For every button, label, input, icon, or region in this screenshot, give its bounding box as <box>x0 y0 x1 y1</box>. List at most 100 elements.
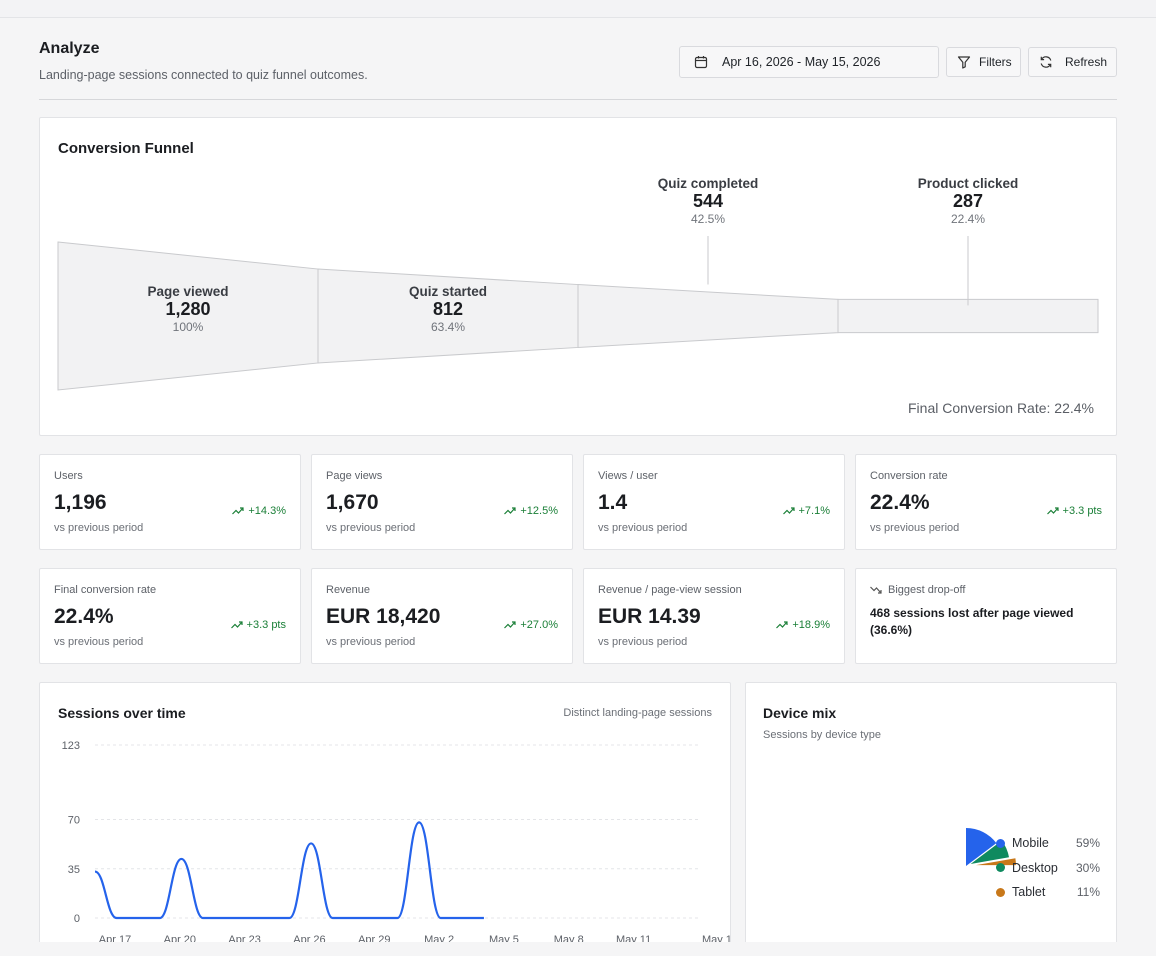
refresh-icon <box>1040 56 1052 68</box>
kpi-label: Final conversion rate <box>54 584 157 596</box>
date-range-button[interactable]: Apr 16, 2026 - May 15, 2026 <box>679 46 939 78</box>
kpi-delta: +3.3 pts <box>1046 505 1102 517</box>
kpi-card-final-conversion-rate: Final conversion rate 22.4% vs previous … <box>39 568 301 664</box>
funnel-stage-count: 287 <box>952 191 984 211</box>
funnel-stage-percent: 42.5% <box>690 212 726 226</box>
kpi-value: EUR 18,420 <box>326 605 441 628</box>
trend-up-icon <box>1046 507 1059 515</box>
kpi-value: 1,670 <box>326 491 379 514</box>
legend-dot <box>996 863 1005 873</box>
legend-value: 30% <box>1075 860 1100 875</box>
funnel-stage-percent: 22.4% <box>950 212 986 226</box>
kpi-label: Page views <box>326 470 383 482</box>
kpi-comparison: vs previous period <box>54 522 144 534</box>
kpi-label: Revenue / page-view session <box>598 584 742 596</box>
funnel-stage-name: Quiz started <box>408 284 487 299</box>
kpi-card-conversion-rate: Conversion rate 22.4% vs previous period… <box>855 454 1117 550</box>
funnel-stage-percent: 63.4% <box>430 320 466 334</box>
funnel-title: Conversion Funnel <box>58 140 194 157</box>
date-range-label: Apr 16, 2026 - May 15, 2026 <box>722 55 881 69</box>
kpi-comparison: vs previous period <box>598 522 688 534</box>
funnel-stage-label: Quiz started 812 63.4% <box>348 284 548 334</box>
funnel-stage-percent: 100% <box>172 320 204 334</box>
dropoff-label-row: Biggest drop-off <box>870 584 965 596</box>
trend-up-icon <box>230 621 243 629</box>
conversion-funnel-card: Conversion Funnel Page viewed 1,280 100% Qu… <box>39 117 1117 436</box>
sessions-line <box>94 821 484 920</box>
funnel-segment[interactable] <box>837 298 1099 334</box>
kpi-delta: +3.3 pts <box>230 619 286 631</box>
funnel-stage-name: Product clicked <box>917 176 1019 191</box>
device-pie-slice[interactable] <box>966 828 997 866</box>
dropoff-text: 468 sessions lost after page viewed (36.… <box>870 606 1074 637</box>
kpi-delta-value: +12.5% <box>520 505 558 517</box>
kpi-label: Conversion rate <box>870 470 948 482</box>
legend-item-desktop: Desktop 30% <box>996 856 1100 881</box>
legend-value: 59% <box>1075 836 1100 851</box>
kpi-value: 1.4 <box>598 491 628 514</box>
trend-up-icon <box>504 507 516 515</box>
kpi-card-page-views: Page views 1,670 vs previous period +12.… <box>311 454 573 550</box>
funnel-segment[interactable] <box>577 284 839 348</box>
device-title: Device mix <box>763 705 837 721</box>
legend-dot <box>996 838 1005 848</box>
filter-icon <box>957 56 971 69</box>
filters-label: Filters <box>979 55 1012 69</box>
filters-button[interactable]: Filters <box>946 47 1021 77</box>
trend-up-icon <box>782 507 795 515</box>
trend-up-icon <box>776 621 788 629</box>
kpi-comparison: vs previous period <box>326 522 416 534</box>
legend-dot <box>996 887 1005 897</box>
kpi-delta-value: +18.9% <box>792 619 830 631</box>
kpi-card-views-per-user: Views / user 1.4 vs previous period +7.1… <box>583 454 845 550</box>
kpi-card-revenue: Revenue EUR 18,420 vs previous period +2… <box>311 568 573 664</box>
kpi-delta-value: +14.3% <box>248 505 286 517</box>
y-tick-label: 123 <box>62 740 80 752</box>
funnel-chart <box>57 236 1099 391</box>
refresh-label: Refresh <box>1065 55 1108 69</box>
funnel-stage-count: 544 <box>692 191 724 211</box>
refresh-button[interactable]: Refresh <box>1028 47 1117 77</box>
biggest-dropoff-card: Biggest drop-off 468 sessions lost after… <box>855 568 1117 664</box>
kpi-delta-value: +3.3 pts <box>246 619 286 631</box>
legend-label: Mobile <box>1012 836 1049 851</box>
calendar-icon <box>694 56 708 69</box>
kpi-comparison: vs previous period <box>598 636 688 648</box>
funnel-stage-count: 812 <box>432 299 464 319</box>
sessions-title: Sessions over time <box>58 705 186 721</box>
kpi-label: Users <box>54 470 83 482</box>
y-tick-label: 0 <box>74 913 80 925</box>
kpi-value: 22.4% <box>54 605 114 628</box>
kpi-delta: +18.9% <box>776 619 830 631</box>
funnel-stage-label: Page viewed 1,280 100% <box>88 284 288 334</box>
kpi-value: 1,196 <box>54 491 107 514</box>
page-subtitle: Landing-page sessions connected to quiz … <box>39 68 368 82</box>
trend-down-icon <box>870 586 882 594</box>
kpi-comparison: vs previous period <box>870 522 960 534</box>
funnel-stage-name: Quiz completed <box>657 176 759 191</box>
viewport-edge <box>0 942 1156 956</box>
y-tick-label: 70 <box>68 815 80 827</box>
kpi-card-revenue-per-session: Revenue / page-view session EUR 14.39 vs… <box>583 568 845 664</box>
kpi-delta-value: +3.3 pts <box>1062 505 1102 517</box>
device-legend: Mobile 59% Desktop 30% Tablet 11% <box>996 831 1100 905</box>
page-header: Analyze Landing-page sessions connected … <box>39 40 1117 100</box>
legend-label: Tablet <box>1012 885 1046 900</box>
kpi-comparison: vs previous period <box>326 636 416 648</box>
legend-value: 11% <box>1076 885 1100 900</box>
kpi-value: 22.4% <box>870 491 930 514</box>
device-pie-chart <box>966 828 1016 866</box>
funnel-stage-count: 1,280 <box>165 299 211 319</box>
kpi-delta: +12.5% <box>504 505 558 517</box>
kpi-comparison: vs previous period <box>54 636 144 648</box>
trend-up-icon <box>232 507 244 515</box>
page-title: Analyze <box>39 40 100 57</box>
kpi-delta: +27.0% <box>504 619 558 631</box>
device-pie-slice[interactable] <box>975 858 1016 866</box>
funnel-stage-label: Quiz completed 544 42.5% <box>608 176 808 226</box>
device-subtitle: Sessions by device type <box>763 729 882 741</box>
sessions-over-time-card: Sessions over time Distinct landing-page… <box>39 682 731 952</box>
funnel-stage-label: Product clicked 287 22.4% <box>868 176 1068 226</box>
funnel-stage-name: Page viewed <box>147 284 229 299</box>
